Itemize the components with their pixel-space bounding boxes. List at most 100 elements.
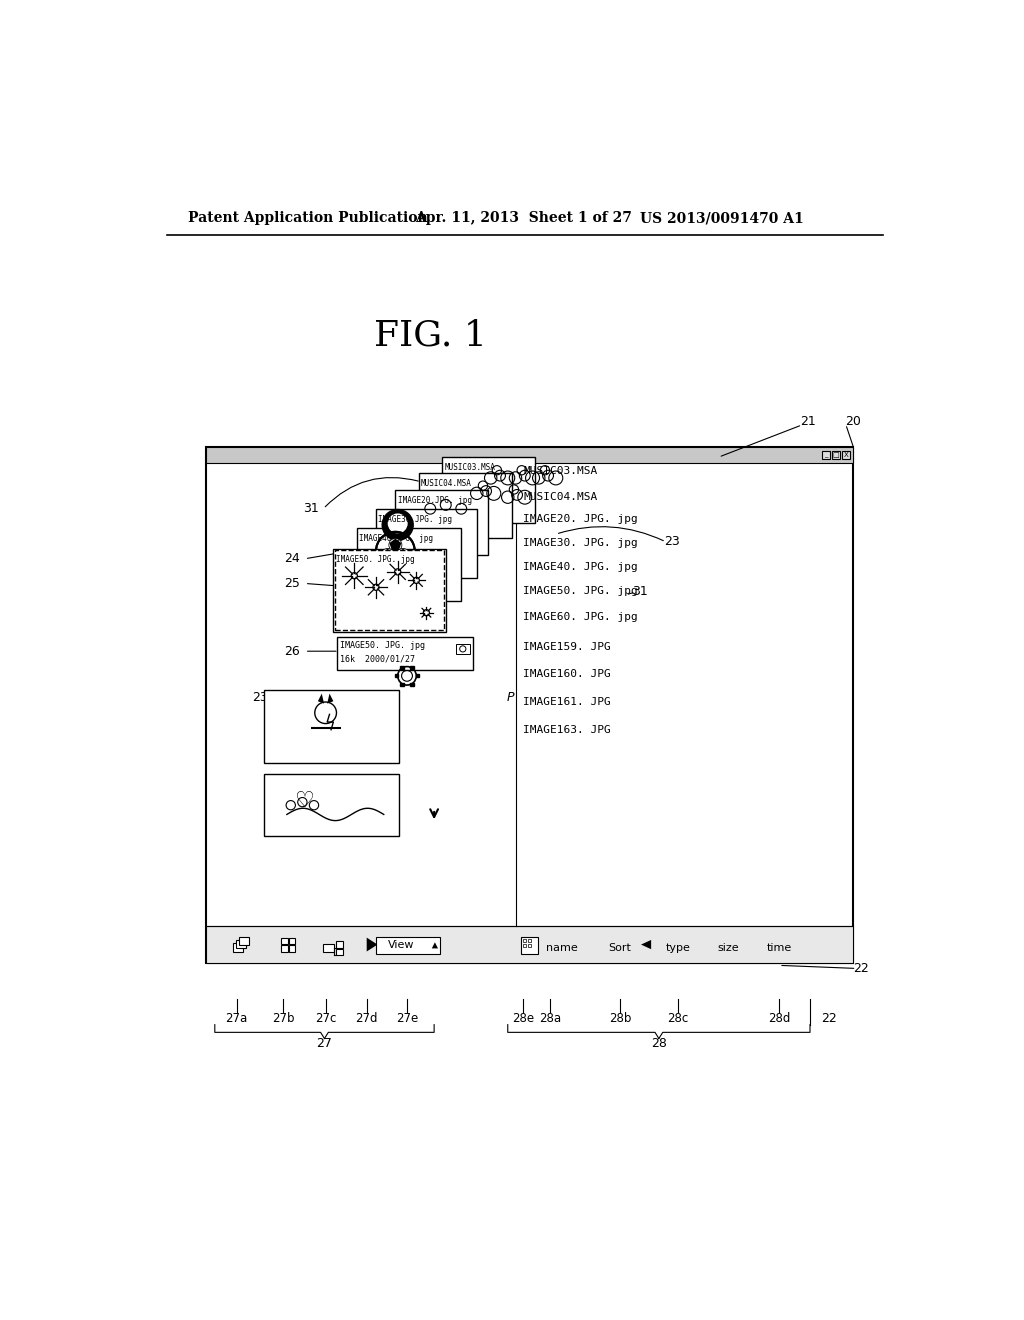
Text: 27a: 27a (225, 1012, 248, 1026)
Text: 22: 22 (853, 962, 869, 975)
Polygon shape (367, 937, 378, 952)
Text: 25: 25 (285, 577, 300, 590)
Text: View: View (387, 940, 414, 949)
Bar (336, 949, 343, 956)
Text: IMAGE50. JPG. jpg: IMAGE50. JPG. jpg (336, 554, 415, 564)
Text: 28b: 28b (609, 1012, 632, 1026)
Bar (821, 451, 830, 459)
Bar (206, 447, 853, 462)
Circle shape (382, 510, 414, 540)
Text: IMAGE50. JPG. jpg: IMAGE50. JPG. jpg (523, 586, 638, 597)
Text: MUSIC04.MSA: MUSIC04.MSA (421, 479, 472, 487)
Bar (289, 937, 295, 944)
Text: 16k  2000/01/27: 16k 2000/01/27 (340, 655, 416, 663)
Bar (206, 927, 853, 964)
Circle shape (388, 515, 407, 533)
Text: size: size (718, 944, 739, 953)
Bar (334, 549, 445, 632)
Bar (411, 665, 414, 669)
Circle shape (389, 539, 401, 552)
Text: 24: 24 (285, 552, 300, 565)
Text: name: name (546, 944, 578, 953)
Text: P: P (506, 690, 514, 704)
Polygon shape (328, 693, 334, 704)
Text: □: □ (833, 451, 840, 458)
Bar (324, 944, 334, 952)
Bar (376, 937, 439, 954)
Polygon shape (432, 942, 438, 949)
Text: MUSIC03.MSA: MUSIC03.MSA (444, 463, 495, 473)
Text: 26: 26 (285, 644, 300, 657)
Text: 27b: 27b (271, 1012, 294, 1026)
Bar (395, 675, 398, 677)
Bar (411, 682, 414, 686)
Text: IMAGE163. JPG: IMAGE163. JPG (523, 725, 611, 735)
Text: IMAGE159. JPG: IMAGE159. JPG (523, 642, 611, 652)
Text: type: type (666, 944, 690, 953)
Bar (419, 473, 512, 539)
Text: Patent Application Publication: Patent Application Publication (188, 211, 428, 226)
Bar (528, 940, 531, 942)
Text: 28e: 28e (512, 1012, 535, 1026)
Text: 23: 23 (665, 536, 680, 548)
Bar (831, 451, 841, 459)
Bar (236, 940, 246, 949)
Text: Apr. 11, 2013  Sheet 1 of 27: Apr. 11, 2013 Sheet 1 of 27 (415, 211, 632, 226)
Text: IMAGE50. JPG. jpg: IMAGE50. JPG. jpg (340, 642, 425, 651)
Bar (282, 945, 288, 952)
Text: IMAGE30.JPG. jpg: IMAGE30.JPG. jpg (378, 515, 453, 524)
Polygon shape (641, 940, 651, 949)
Text: 27c: 27c (315, 1012, 336, 1026)
Bar (337, 638, 473, 669)
Text: 28: 28 (651, 1036, 667, 1049)
Text: MUSIC03.MSA: MUSIC03.MSA (523, 466, 597, 477)
Text: time: time (766, 944, 792, 953)
Text: IMAGE161. JPG: IMAGE161. JPG (523, 697, 611, 708)
Bar (335, 550, 444, 631)
Text: IMAGE60. JPG. jpg: IMAGE60. JPG. jpg (523, 612, 638, 622)
Bar (395, 490, 488, 554)
Bar (356, 528, 461, 601)
Bar (263, 775, 399, 836)
Bar (456, 644, 470, 655)
Bar (521, 937, 538, 954)
Text: MUSIC04.MSA: MUSIC04.MSA (523, 492, 597, 502)
Text: 28a: 28a (540, 1012, 561, 1026)
Text: _: _ (824, 451, 827, 458)
Circle shape (382, 549, 393, 561)
Bar (442, 457, 535, 523)
Text: IMAGE40.JPG. jpg: IMAGE40.JPG. jpg (359, 535, 433, 543)
Text: 28c: 28c (668, 1012, 689, 1026)
Bar (400, 665, 403, 669)
Bar (376, 508, 477, 578)
Bar (528, 944, 531, 946)
Text: 23: 23 (252, 690, 267, 704)
Text: 28d: 28d (768, 1012, 791, 1026)
Text: IMAGE20.JPG. jpg: IMAGE20.JPG. jpg (397, 496, 472, 504)
Polygon shape (317, 693, 324, 704)
Bar (232, 942, 243, 952)
Text: US 2013/0091470 A1: US 2013/0091470 A1 (640, 211, 803, 226)
Bar (523, 940, 526, 942)
Text: FIG. 1: FIG. 1 (374, 318, 486, 352)
Text: IMAGE160. JPG: IMAGE160. JPG (523, 669, 611, 680)
Bar (282, 937, 288, 944)
Text: 27e: 27e (396, 1012, 418, 1026)
Text: IMAGE30. JPG. jpg: IMAGE30. JPG. jpg (523, 539, 638, 548)
Text: X: X (844, 451, 849, 458)
Text: 20: 20 (845, 416, 861, 428)
Text: IMAGE20. JPG. jpg: IMAGE20. JPG. jpg (523, 513, 638, 524)
Text: 21: 21 (800, 416, 816, 428)
Circle shape (397, 549, 410, 561)
Text: 22: 22 (821, 1012, 838, 1026)
Bar (400, 682, 403, 686)
Circle shape (397, 549, 409, 561)
Text: 27d: 27d (355, 1012, 378, 1026)
Circle shape (390, 540, 400, 550)
Text: 31: 31 (303, 502, 318, 515)
Bar (239, 937, 249, 945)
Bar (416, 675, 419, 677)
Text: 31: 31 (632, 585, 647, 598)
Bar (206, 447, 853, 964)
Text: ♡: ♡ (295, 792, 314, 812)
